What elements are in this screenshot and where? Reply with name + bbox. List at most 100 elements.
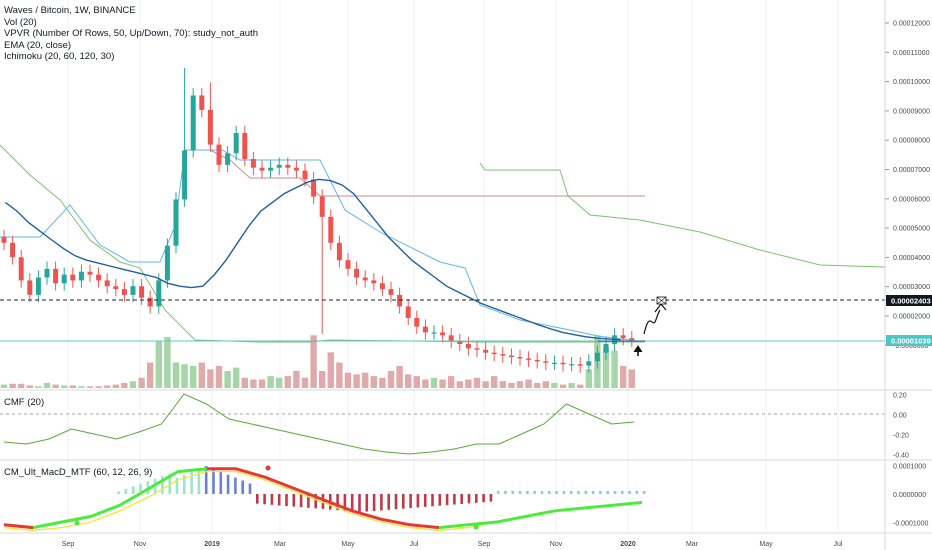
macd-hist-bar (496, 491, 500, 494)
hand-drawn-arrow-icon[interactable] (643, 309, 661, 335)
macd-hist-bar (204, 466, 208, 494)
macd-hist-bar (336, 494, 339, 511)
candle-body (620, 335, 626, 339)
macd-hist-bar (350, 494, 354, 512)
volume-bar (353, 374, 360, 388)
macd-hist-bar (212, 468, 215, 494)
macd-line-falling (207, 467, 440, 530)
volume-bar (611, 350, 618, 388)
cmf-tick-label: -0.40 (893, 453, 909, 460)
time-axis-label: May (341, 541, 355, 548)
volume-bar (112, 384, 119, 388)
volume-bar (405, 374, 412, 388)
time-axis[interactable]: Sep Nov 2019 Mar May Jul Sep Nov 2020 Mar May Jul (62, 541, 843, 548)
volume-bar (155, 341, 162, 388)
candle-body (465, 343, 471, 349)
volume-bar (413, 376, 420, 388)
candle-body (328, 216, 334, 243)
macd-hist-bar (584, 491, 588, 494)
candle-body (53, 268, 59, 284)
price-tick-label: 0.00005000 (893, 226, 930, 233)
candle-body (483, 349, 489, 353)
volume-bar (396, 365, 403, 388)
flag-icon[interactable] (656, 296, 667, 305)
macd-hist-bar (489, 494, 493, 502)
time-axis-label: Mar (686, 541, 699, 548)
candle-body (44, 268, 50, 278)
macd-hist-bar (380, 494, 383, 511)
candle-body (440, 332, 446, 336)
volume-bar (508, 382, 515, 388)
volume-bar (78, 386, 85, 388)
candle-body (164, 245, 170, 281)
macd-pane[interactable] (3, 465, 646, 532)
candle-body (543, 361, 549, 363)
macd-hist-bar (511, 491, 515, 494)
up-arrow-icon[interactable] (633, 345, 643, 356)
candle-body (293, 167, 299, 171)
macd-hist-bar (613, 491, 617, 494)
macd-title[interactable]: CM_Ult_MacD_MTF (60, 12, 26, 9) (4, 467, 153, 478)
candle-body (96, 274, 102, 281)
cmf-axis: 0.20 0.00 -0.20 -0.40 (893, 393, 909, 460)
volume-bar (336, 362, 343, 388)
price-pane[interactable] (0, 67, 886, 388)
study-ichimoku[interactable]: Ichimoku (20, 60, 120, 30) (4, 51, 115, 62)
candle-body (61, 274, 67, 284)
candle-body (526, 358, 532, 360)
volume-bar (602, 347, 610, 388)
volume-bar (301, 377, 309, 388)
volume-bar (310, 335, 317, 388)
vertical-grid (67, 0, 839, 533)
macd-hist-bar (475, 494, 478, 503)
macd-hist-bar (161, 476, 164, 494)
candle-body (199, 95, 205, 110)
volume-bar (276, 377, 283, 388)
ichimoku-conversion-line (0, 149, 646, 343)
volume-bar (387, 371, 395, 388)
cmf-title[interactable]: CMF (20) (4, 397, 45, 408)
candle-body (302, 170, 308, 180)
volume-bar (164, 337, 171, 388)
candle-body (18, 257, 24, 281)
volume-bar (26, 385, 33, 388)
volume-bar (585, 369, 592, 388)
volume-bar (534, 382, 541, 388)
cmf-pane[interactable] (0, 393, 885, 455)
time-axis-label: Sep (62, 541, 75, 548)
candle-body (388, 289, 394, 295)
price-tick-label: 0.00011000 (893, 50, 930, 57)
macd-hist-bar (226, 474, 230, 494)
candle-body (268, 167, 274, 171)
volume-bar (69, 385, 76, 388)
symbol-title[interactable]: Waves / Bitcoin, 1W, BINANCE (4, 5, 136, 16)
study-volume[interactable]: Vol (20) (4, 16, 37, 28)
study-ema[interactable]: EMA (20, close) (4, 39, 72, 51)
macd-axis: 0.0001000 0.0000000 -0.0001000 (893, 464, 929, 528)
candle-body (517, 356, 523, 359)
price-axis[interactable]: 0.00012000 0.00011000 0.00010000 0.00009000… (884, 0, 932, 550)
macd-hist-bar (285, 494, 288, 507)
macd-hist-bar (591, 491, 595, 494)
candle-body (311, 179, 317, 197)
candle-body (70, 274, 76, 281)
candle-body (577, 364, 583, 366)
volume-bar (104, 385, 111, 388)
macd-hist-bar (416, 494, 420, 508)
macd-hist-bar (139, 483, 142, 494)
candle-body (603, 343, 609, 353)
candle-body (336, 242, 342, 261)
macd-hist-bar (518, 491, 522, 494)
volume-bar (147, 362, 154, 388)
candle-body (491, 352, 497, 355)
candle-body (104, 280, 110, 287)
macd-hist-bar (569, 491, 573, 494)
macd-hist-bar (409, 494, 412, 509)
macd-hist-bar (248, 483, 252, 494)
macd-hist-bar (445, 494, 449, 506)
study-vpvr[interactable]: VPVR (Number Of Rows, 50, Up/Down, 70): … (4, 28, 258, 39)
time-axis-label: May (759, 541, 773, 548)
candle-body (319, 196, 325, 217)
macd-line-rising-2 (438, 500, 643, 530)
